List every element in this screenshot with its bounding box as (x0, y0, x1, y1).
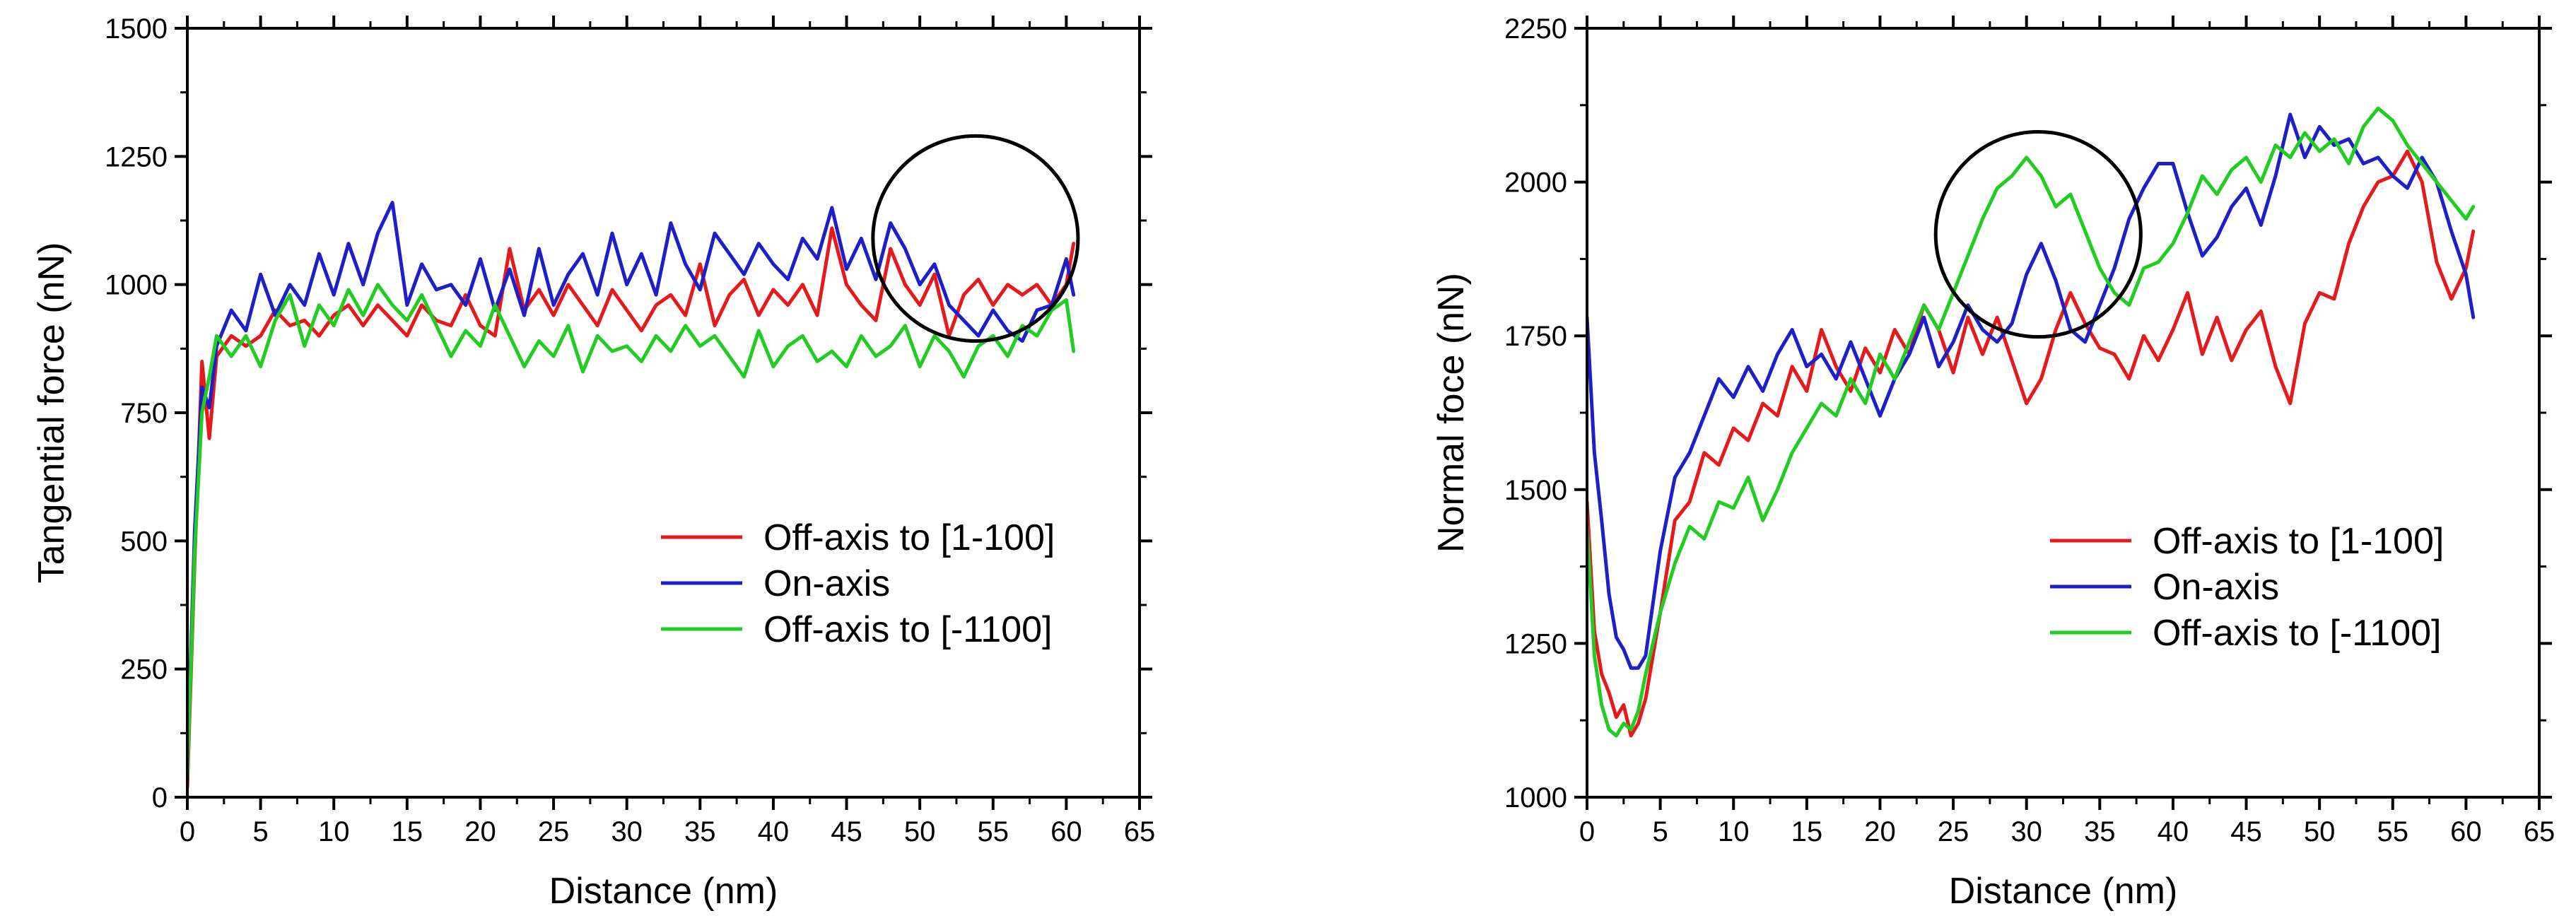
x-tick-label: 40 (758, 816, 790, 847)
plot-frame (1586, 27, 2541, 799)
x-tick-label: 20 (1864, 816, 1896, 847)
x-tick-label: 35 (2084, 816, 2116, 847)
x-tick-label: 10 (318, 816, 350, 847)
legend-label-0: Off-axis to [1-100] (2153, 521, 2444, 562)
y-tick-label: 250 (120, 654, 168, 686)
x-tick-label: 35 (684, 816, 716, 847)
x-tick-label: 5 (252, 816, 268, 847)
x-tick-label: 50 (904, 816, 936, 847)
x-tick-label: 0 (180, 816, 195, 847)
plot-frame (186, 27, 1141, 799)
x-tick-label: 45 (2230, 816, 2262, 847)
x-tick-label: 45 (831, 816, 862, 847)
y-axis-title: Normal foce (nN) (1431, 273, 1472, 553)
series-line-0 (187, 226, 1076, 789)
series-line-1 (1587, 112, 2476, 670)
x-axis-title: Distance (nm) (1949, 871, 2178, 912)
x-tick-label: 0 (1579, 816, 1595, 847)
x-tick-label: 15 (1791, 816, 1823, 847)
series-line-0 (1587, 149, 2476, 738)
y-tick-label: 1000 (105, 270, 168, 301)
x-tick-label: 65 (2524, 816, 2555, 847)
legend-label-2: Off-axis to [-1100] (2153, 613, 2441, 654)
legend-label-2: Off-axis to [-1100] (763, 609, 1052, 650)
y-tick-label: 1750 (1504, 321, 1567, 352)
x-tick-label: 25 (538, 816, 570, 847)
y-tick-label: 1500 (105, 13, 168, 45)
y-axis-title: Tangential force (nN) (31, 242, 72, 584)
y-tick-label: 0 (152, 782, 168, 813)
x-tick-label: 60 (2450, 816, 2482, 847)
legend-label-1: On-axis (763, 563, 890, 604)
chart-tangential-force: 0 5 10 15 20 25 30 35 40 45 50 55 60 65 0 250 500 750 1000… (31, 13, 1155, 912)
y-tick-label: 500 (120, 526, 168, 557)
x-tick-label: 60 (1050, 816, 1082, 847)
y-tick-label: 1250 (1504, 628, 1567, 659)
y-tick-label: 1000 (1504, 782, 1567, 813)
series-line-2 (187, 283, 1076, 779)
x-tick-label: 20 (464, 816, 496, 847)
x-tick-label: 65 (1124, 816, 1156, 847)
y-tick-label: 2250 (1504, 13, 1567, 45)
x-tick-label: 10 (1718, 816, 1750, 847)
x-tick-label: 50 (2304, 816, 2336, 847)
chart-normal-force: 0 5 10 15 20 25 30 35 40 45 50 55 60 65 1000 1250 1500 17… (1431, 13, 2555, 912)
y-tick-label: 2000 (1504, 167, 1567, 199)
x-tick-label: 55 (978, 816, 1009, 847)
x-tick-label: 55 (2377, 816, 2409, 847)
y-tick-label: 1500 (1504, 475, 1567, 506)
legend-label-1: On-axis (2153, 567, 2279, 608)
series-line-1 (187, 201, 1076, 768)
series-line-2 (1587, 106, 2476, 738)
x-tick-label: 40 (2158, 816, 2189, 847)
x-tick-label: 30 (611, 816, 643, 847)
y-tick-label: 750 (120, 398, 168, 429)
y-tick-label: 1250 (105, 141, 168, 172)
x-tick-label: 30 (2010, 816, 2042, 847)
x-axis-title: Distance (nm) (549, 871, 778, 912)
series-group (187, 201, 1076, 789)
annotation-circle (1933, 130, 2143, 339)
annotation-circle (871, 134, 1080, 343)
legend-label-0: Off-axis to [1-100] (763, 517, 1055, 558)
x-tick-label: 15 (392, 816, 423, 847)
x-tick-label: 5 (1652, 816, 1668, 847)
x-tick-label: 25 (1938, 816, 1969, 847)
